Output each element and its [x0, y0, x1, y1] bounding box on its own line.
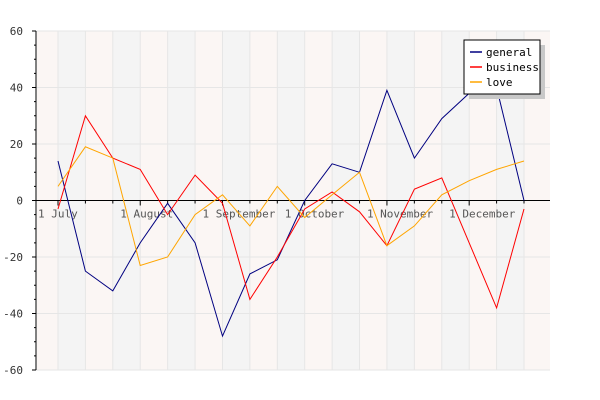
y-tick-label: -40 [3, 308, 23, 321]
y-tick-label: 0 [16, 195, 23, 208]
legend-label-love: love [486, 76, 513, 89]
y-tick-label: -20 [3, 251, 23, 264]
x-tick-label: 1 July [38, 208, 78, 221]
x-tick-label: 1 December [449, 208, 516, 221]
legend-label-general: general [486, 46, 532, 59]
series-line-business [57, 114, 525, 310]
series-line-love [57, 146, 525, 267]
y-tick-label: 20 [10, 138, 23, 151]
x-tick-label: 1 August [120, 208, 173, 221]
y-tick-label: 60 [10, 25, 23, 38]
series-lines [57, 86, 525, 338]
series-line-general [57, 86, 525, 338]
legend-label-business: business [486, 61, 539, 74]
y-axis-ticks: -60 -40 -20 0 20 40 60 [3, 25, 36, 377]
y-tick-label: -60 [3, 364, 23, 377]
y-tick-label: 40 [10, 82, 23, 95]
legend: general business love [463, 39, 545, 99]
x-axis-ticks: 1 July 1 August 1 September 1 October 1 Nove… [38, 200, 525, 221]
x-tick-label: 1 November [367, 208, 434, 221]
